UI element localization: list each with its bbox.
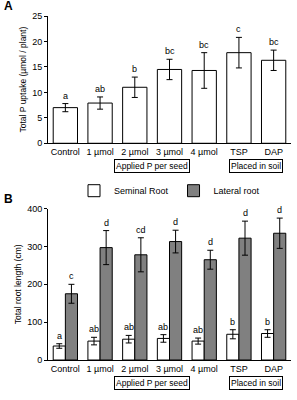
svg-text:c: c — [236, 24, 241, 34]
svg-text:d: d — [104, 218, 109, 228]
svg-text:TSP: TSP — [230, 364, 248, 374]
svg-text:a: a — [57, 331, 62, 341]
svg-text:d: d — [277, 205, 282, 215]
svg-text:b: b — [132, 64, 137, 74]
svg-text:a: a — [63, 91, 68, 101]
svg-text:cd: cd — [136, 225, 146, 235]
svg-text:0: 0 — [37, 355, 42, 365]
svg-text:c: c — [69, 271, 74, 281]
svg-text:ab: ab — [95, 84, 105, 94]
svg-text:Control: Control — [51, 147, 80, 157]
svg-text:b: b — [230, 317, 235, 327]
svg-text:1 µmol: 1 µmol — [86, 364, 113, 374]
svg-text:Total root length (cm): Total root length (cm) — [13, 244, 23, 324]
svg-text:DAP: DAP — [264, 147, 283, 157]
svg-text:300: 300 — [27, 242, 42, 252]
svg-text:15: 15 — [32, 62, 42, 72]
svg-text:d: d — [173, 217, 178, 227]
svg-text:TSP: TSP — [230, 147, 248, 157]
svg-text:ab: ab — [124, 322, 134, 332]
svg-text:2 µmol: 2 µmol — [121, 147, 148, 157]
svg-text:d: d — [208, 237, 213, 247]
svg-text:25: 25 — [32, 11, 42, 21]
svg-text:400: 400 — [27, 204, 42, 214]
svg-text:Lateral root: Lateral root — [214, 186, 260, 196]
svg-text:DAP: DAP — [264, 364, 283, 374]
svg-text:100: 100 — [27, 317, 42, 327]
svg-text:bc: bc — [199, 40, 209, 50]
svg-text:Total P uptake (µmol / plant): Total P uptake (µmol / plant) — [18, 27, 28, 133]
svg-text:4 µmol: 4 µmol — [191, 147, 218, 157]
svg-text:bc: bc — [165, 46, 175, 56]
svg-text:ab: ab — [158, 322, 168, 332]
svg-text:Seminal Root: Seminal Root — [114, 186, 169, 196]
svg-text:4 µmol: 4 µmol — [191, 364, 218, 374]
svg-text:3 µmol: 3 µmol — [156, 364, 183, 374]
svg-text:A: A — [4, 0, 13, 13]
svg-text:Applied P per seed: Applied P per seed — [116, 161, 188, 171]
svg-text:0: 0 — [37, 138, 42, 148]
svg-text:1 µmol: 1 µmol — [86, 147, 113, 157]
svg-text:ab: ab — [193, 325, 203, 335]
svg-text:10: 10 — [32, 88, 42, 98]
svg-text:d: d — [243, 208, 248, 218]
svg-text:Placed in soil: Placed in soil — [231, 378, 281, 388]
svg-text:Placed in soil: Placed in soil — [231, 161, 281, 171]
svg-text:Control: Control — [51, 364, 80, 374]
svg-text:200: 200 — [27, 279, 42, 289]
svg-text:ab: ab — [89, 324, 99, 334]
svg-text:20: 20 — [32, 37, 42, 47]
svg-text:b: b — [265, 317, 270, 327]
svg-text:bc: bc — [269, 37, 279, 47]
svg-text:3 µmol: 3 µmol — [156, 147, 183, 157]
svg-text:Applied P per seed: Applied P per seed — [116, 378, 188, 388]
svg-text:2 µmol: 2 µmol — [121, 364, 148, 374]
svg-text:B: B — [4, 192, 13, 206]
svg-text:5: 5 — [37, 113, 42, 123]
